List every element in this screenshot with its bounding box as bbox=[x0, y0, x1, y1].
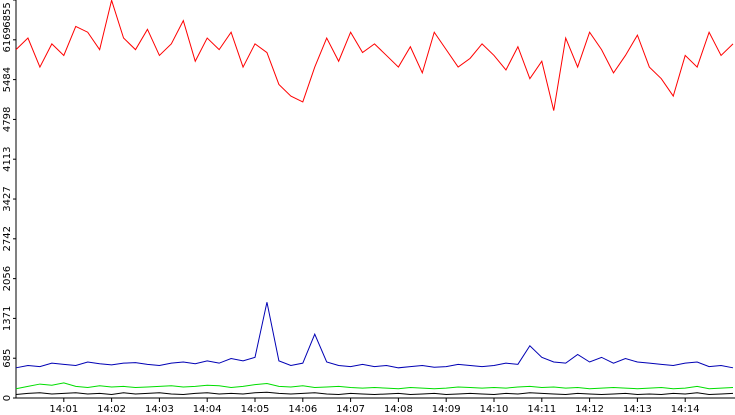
x-tick-label: 14:11 bbox=[527, 404, 556, 415]
y-tick-label: 0 bbox=[2, 395, 13, 401]
x-tick-label: 14:06 bbox=[288, 404, 317, 415]
x-tick-label: 14:04 bbox=[193, 404, 222, 415]
y-tick-label: 3427 bbox=[2, 186, 13, 211]
x-tick-label: 14:02 bbox=[97, 404, 126, 415]
x-tick-label: 14:07 bbox=[336, 404, 365, 415]
y-tick-label: 2056 bbox=[2, 266, 13, 291]
y-tick-label: 2742 bbox=[2, 226, 13, 251]
y-tick-label: 4798 bbox=[2, 107, 13, 132]
x-tick-label: 14:03 bbox=[145, 404, 174, 415]
series-line bbox=[15, 382, 734, 390]
x-tick-label: 14:13 bbox=[623, 404, 652, 415]
x-tick-label: 14:14 bbox=[671, 404, 700, 415]
y-tick-label: 4113 bbox=[2, 146, 13, 171]
y-tick-label: 5484 bbox=[2, 67, 13, 92]
x-tick-label: 14:12 bbox=[575, 404, 604, 415]
y-tick-label: 685 bbox=[2, 349, 13, 368]
y-tick-label: 6855 bbox=[2, 2, 13, 27]
series-line bbox=[15, 302, 734, 369]
x-tick-label: 14:09 bbox=[432, 404, 461, 415]
x-tick-label: 14:08 bbox=[384, 404, 413, 415]
series-line bbox=[15, 0, 734, 111]
y-tick-label: 6169 bbox=[2, 27, 13, 52]
x-tick-label: 14:05 bbox=[241, 404, 270, 415]
x-tick-label: 14:10 bbox=[480, 404, 509, 415]
series-line bbox=[15, 391, 734, 396]
x-tick-label: 14:01 bbox=[49, 404, 78, 415]
y-tick-label: 1371 bbox=[2, 306, 13, 331]
